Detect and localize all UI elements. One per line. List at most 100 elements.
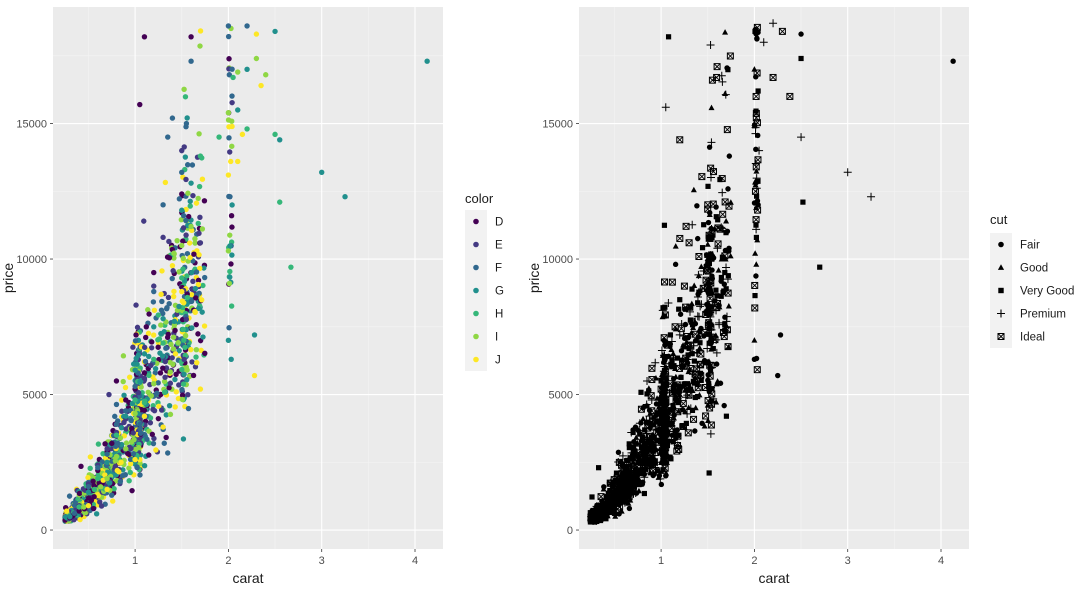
data-point <box>641 448 648 454</box>
data-point <box>161 389 168 396</box>
data-point-good <box>751 120 758 126</box>
data-point <box>695 272 702 279</box>
data-point-e <box>104 446 110 452</box>
data-point-ideal <box>620 475 628 483</box>
data-point <box>229 224 235 230</box>
data-point-i <box>253 55 260 62</box>
data-point <box>683 334 690 341</box>
data-point <box>96 479 102 486</box>
data-point-f <box>151 288 157 295</box>
data-point <box>120 378 126 385</box>
legend-key-premium <box>997 309 1005 318</box>
data-point <box>701 333 707 339</box>
data-point <box>752 28 758 35</box>
data-point <box>156 403 162 410</box>
data-point <box>623 469 629 476</box>
data-point <box>197 43 203 49</box>
data-point <box>169 355 175 361</box>
data-point <box>707 367 714 374</box>
data-point <box>147 420 154 426</box>
data-point <box>753 193 760 199</box>
data-point <box>178 216 185 223</box>
data-point <box>722 321 728 327</box>
data-point <box>725 273 731 279</box>
data-point <box>630 452 639 461</box>
data-point-g <box>123 413 129 419</box>
data-point <box>112 413 118 420</box>
data-point-f <box>244 23 250 29</box>
data-point-e <box>179 147 185 154</box>
data-point <box>127 469 133 476</box>
data-point <box>632 424 639 430</box>
data-point-f <box>104 451 110 457</box>
data-point <box>633 434 640 440</box>
data-point-i <box>123 446 129 452</box>
data-point <box>682 306 688 312</box>
data-point <box>755 178 761 184</box>
data-point-g <box>160 315 166 322</box>
data-point <box>98 503 105 509</box>
data-point <box>132 338 139 344</box>
x-tick-label: 2 <box>225 555 231 567</box>
data-point-ideal <box>704 201 712 209</box>
data-point <box>715 320 724 329</box>
data-point <box>193 346 200 353</box>
data-point-h <box>277 199 283 205</box>
data-point <box>181 86 187 93</box>
data-point <box>727 252 734 259</box>
data-point <box>141 462 148 469</box>
data-point <box>753 74 759 80</box>
data-point <box>199 176 206 182</box>
data-point <box>201 265 207 271</box>
x-tick-label: 3 <box>845 555 851 567</box>
data-point <box>172 351 179 357</box>
data-point-premium <box>703 260 712 269</box>
data-point <box>181 356 187 363</box>
data-point <box>670 375 677 382</box>
data-point <box>615 449 622 455</box>
data-point-h <box>160 340 166 346</box>
legend-key-f <box>473 264 479 271</box>
data-point-ideal <box>648 407 656 415</box>
data-point <box>198 347 204 354</box>
data-point <box>126 465 132 471</box>
data-point-g <box>67 513 73 520</box>
legend-label: F <box>495 263 502 275</box>
data-point <box>713 244 722 253</box>
data-point <box>162 374 168 380</box>
data-point <box>228 303 235 309</box>
data-point <box>675 445 683 453</box>
data-point <box>709 234 715 240</box>
data-point <box>167 369 173 375</box>
data-point <box>188 346 194 353</box>
data-point <box>661 464 669 472</box>
data-point <box>95 441 102 447</box>
data-point <box>163 345 169 351</box>
data-point <box>675 364 683 372</box>
data-point-g <box>179 207 185 213</box>
data-point <box>718 188 727 197</box>
data-point <box>137 421 143 427</box>
data-point <box>721 288 727 294</box>
data-point <box>155 415 162 422</box>
data-point <box>185 405 192 412</box>
data-point <box>605 490 613 498</box>
data-point <box>708 251 714 257</box>
data-point <box>161 440 167 446</box>
data-point <box>705 287 711 293</box>
data-point-f <box>225 23 232 29</box>
data-point <box>706 372 714 380</box>
data-point-h <box>230 74 236 81</box>
data-point-h <box>141 399 148 406</box>
data-point <box>138 384 144 390</box>
data-point-very-good <box>800 199 806 205</box>
data-point <box>183 176 189 183</box>
data-point-i <box>104 475 110 482</box>
data-point <box>130 361 137 367</box>
data-point <box>660 448 666 454</box>
data-point <box>619 488 628 497</box>
data-point <box>165 294 172 301</box>
data-point-premium <box>759 38 768 47</box>
data-point-fair <box>950 58 956 64</box>
data-point <box>126 478 132 484</box>
